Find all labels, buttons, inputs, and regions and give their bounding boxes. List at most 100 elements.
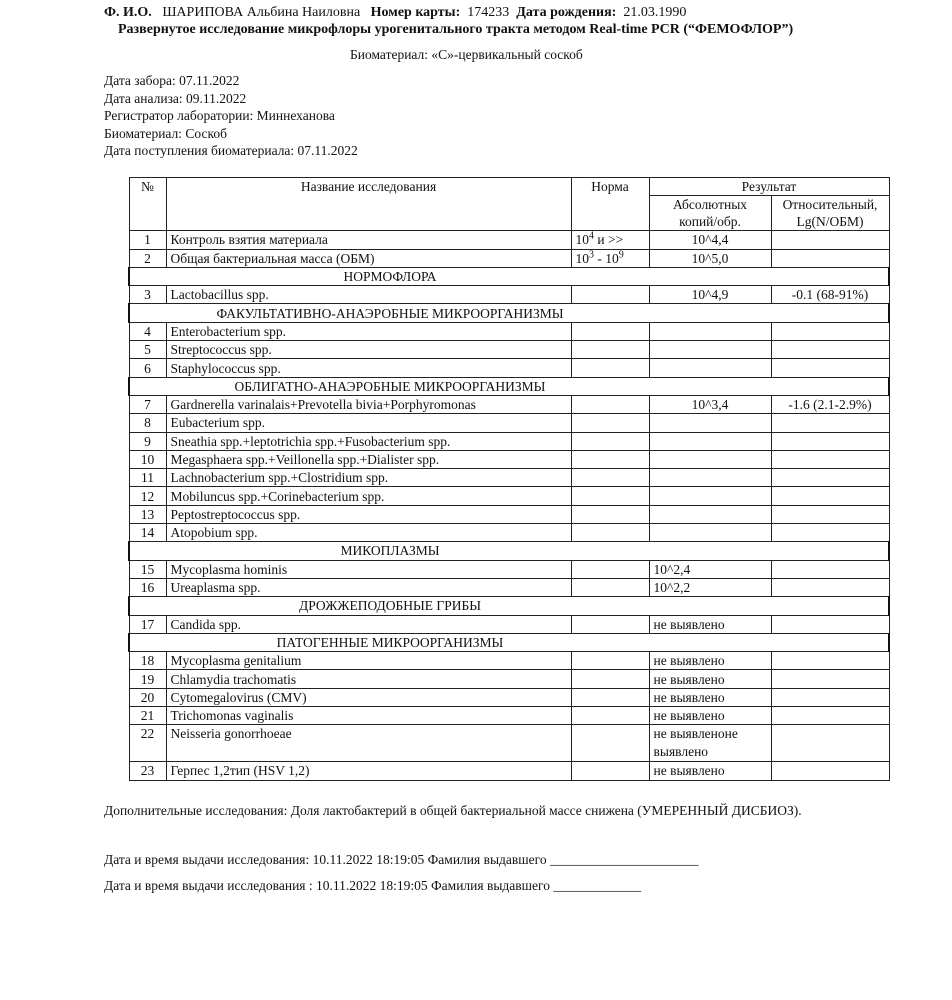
col-header-name: Название исследования xyxy=(165,176,572,232)
norm-cell xyxy=(570,761,650,781)
patient-header: Ф. И.О. ШАРИПОВА Альбина Наиловна Номер … xyxy=(104,5,686,21)
section-row: ФАКУЛЬТАТИВНО-АНАЭРОБНЫЕ МИКРООРГАНИЗМЫ xyxy=(128,303,890,323)
col-header-result: Результат xyxy=(648,176,890,197)
table-row: 20 Cytomegalovirus (CMV) не выявлено xyxy=(128,687,890,708)
absolute-result xyxy=(648,504,772,525)
row-number: 12 xyxy=(128,486,167,506)
norm-cell xyxy=(570,413,650,433)
table-row: 7 Gardnerella varinalais+Prevotella bivia… xyxy=(128,394,890,415)
relative-result xyxy=(770,321,890,342)
test-name: Sneathia spp.+leptotrichia spp.+Fusobact… xyxy=(165,431,572,451)
section-cell: ОБЛИГАТНО-АНАЭРОБНЫЕ МИКРООРГАНИЗМЫ xyxy=(128,376,890,396)
fio-value: ШАРИПОВА Альбина Наиловна xyxy=(162,5,361,20)
test-name: Lachnobacterium spp.+Clostridium spp. xyxy=(165,468,572,488)
row-number: 22 xyxy=(128,724,167,763)
norm-cell xyxy=(570,523,650,543)
col-header-absolute: Абсолютных копий/обр. xyxy=(648,195,772,232)
relative-result xyxy=(770,761,890,781)
norm-cell xyxy=(570,687,650,708)
row-number: 15 xyxy=(128,559,167,579)
row-number: 10 xyxy=(128,449,167,470)
relative-result xyxy=(770,687,890,708)
sample-date: Дата забора: 07.11.2022 xyxy=(104,73,240,88)
absolute-result xyxy=(648,413,772,433)
section-cell: ПАТОГЕННЫЕ МИКРООРГАНИЗМЫ xyxy=(128,632,890,653)
section-title: МИКОПЛАЗМЫ xyxy=(340,543,440,559)
relative-result xyxy=(770,724,890,763)
absolute-result xyxy=(648,321,772,342)
dob-value: 21.03.1990 xyxy=(623,5,687,20)
issue-line-2: Дата и время выдачи исследования : 10.11… xyxy=(104,878,642,893)
relative-result xyxy=(770,706,890,726)
document-title: Развернутое исследование микрофлоры урог… xyxy=(118,22,794,37)
table-row: 17 Candida spp. не выявлено xyxy=(128,614,890,634)
test-name: Megasphaera spp.+Veillonella spp.+Dialis… xyxy=(165,449,572,470)
col-header-relative: Относительный, Lg(N/ОБМ) xyxy=(770,195,890,232)
results-table: № Название исследования Норма Результат … xyxy=(128,176,890,781)
test-name: Candida spp. xyxy=(165,614,572,634)
section-cell: НОРМОФЛОРА xyxy=(128,266,890,287)
test-name: Peptostreptococcus spp. xyxy=(165,504,572,525)
table-row: 5 Streptococcus spp. xyxy=(128,340,890,360)
table-row: 19 Chlamydia trachomatis не выявлено xyxy=(128,669,890,689)
table-row: 23 Герпес 1,2тип (HSV 1,2) не выявлено xyxy=(128,761,890,781)
fio-label: Ф. И.О. xyxy=(104,5,152,20)
relative-result xyxy=(770,669,890,689)
test-name: Chlamydia trachomatis xyxy=(165,669,572,689)
absolute-result: 10^2,2 xyxy=(648,577,772,598)
table-row: 12 Mobiluncus spp.+Corinebacterium spp. xyxy=(128,486,890,506)
relative-result xyxy=(770,230,890,250)
absolute-result: не выявленоне выявлено xyxy=(648,724,772,763)
test-name: Atopobium spp. xyxy=(165,523,572,543)
absolute-result: не выявлено xyxy=(648,761,772,781)
section-title: ПАТОГЕННЫЕ МИКРООРГАНИЗМЫ xyxy=(276,634,504,650)
norm-base: 10 xyxy=(575,250,590,266)
table-row: 13 Peptostreptococcus spp. xyxy=(128,504,890,525)
section-row: МИКОПЛАЗМЫ xyxy=(128,541,890,561)
test-name: Ureaplasma spp. xyxy=(165,577,572,598)
relative-result xyxy=(770,577,890,598)
section-row: ДРОЖЖЕПОДОБНЫЕ ГРИБЫ xyxy=(128,596,890,616)
relative-result xyxy=(770,449,890,470)
relative-result xyxy=(770,504,890,525)
norm-cell xyxy=(570,340,650,360)
table-row: 1 Контроль взятия материала 104 и >> 10^4,4 xyxy=(128,230,890,250)
absolute-result xyxy=(648,431,772,451)
norm-cell xyxy=(570,559,650,579)
relative-result xyxy=(770,431,890,451)
relative-result xyxy=(770,358,890,378)
relative-result: -0.1 (68-91%) xyxy=(770,285,890,305)
norm-cell xyxy=(570,504,650,525)
table-row: 9 Sneathia spp.+leptotrichia spp.+Fusobac… xyxy=(128,431,890,451)
section-row: ОБЛИГАТНО-АНАЭРОБНЫЕ МИКРООРГАНИЗМЫ xyxy=(128,376,890,396)
norm-separator: и >> xyxy=(594,232,624,248)
section-cell: ФАКУЛЬТАТИВНО-АНАЭРОБНЫЕ МИКРООРГАНИЗМЫ xyxy=(128,303,890,323)
absolute-result xyxy=(648,486,772,506)
row-number: 7 xyxy=(128,394,167,415)
absolute-result: не выявлено xyxy=(648,669,772,689)
norm-base: 10 xyxy=(575,232,590,248)
table-row: 6 Staphylococcus spp. xyxy=(128,358,890,378)
norm-cell xyxy=(570,614,650,634)
registrar: Регистратор лаборатории: Миннеханова xyxy=(104,108,335,123)
relative-result: -1.6 (2.1-2.9%) xyxy=(770,394,890,415)
norm-cell: 103 - 109 xyxy=(570,248,650,268)
norm-separator: - xyxy=(594,250,606,266)
absolute-result: не выявлено xyxy=(648,706,772,726)
test-name: Контроль взятия материала xyxy=(165,230,572,250)
table-row: 4 Enterobacterium spp. xyxy=(128,321,890,342)
section-row: НОРМОФЛОРА xyxy=(128,266,890,287)
absolute-result: 10^5,0 xyxy=(648,248,772,268)
test-name: Eubacterium spp. xyxy=(165,413,572,433)
row-number: 19 xyxy=(128,669,167,689)
issue-line-1: Дата и время выдачи исследования: 10.11.… xyxy=(104,852,699,867)
norm-cell xyxy=(570,577,650,598)
section-title: ОБЛИГАТНО-АНАЭРОБНЫЕ МИКРООРГАНИЗМЫ xyxy=(234,378,546,394)
test-name: Mycoplasma genitalium xyxy=(165,651,572,671)
row-number: 4 xyxy=(128,321,167,342)
relative-result xyxy=(770,523,890,543)
section-cell: МИКОПЛАЗМЫ xyxy=(128,541,890,561)
norm-cell xyxy=(570,321,650,342)
norm-cell xyxy=(570,394,650,415)
relative-result xyxy=(770,340,890,360)
